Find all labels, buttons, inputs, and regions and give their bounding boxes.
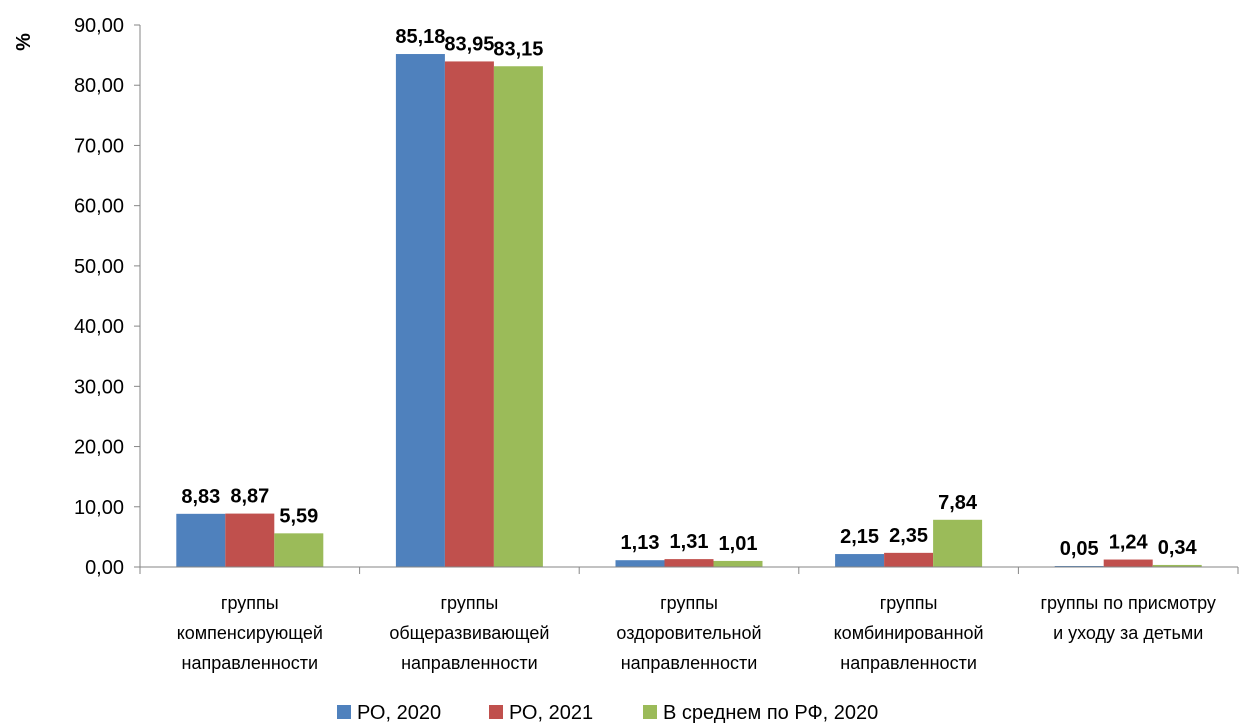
y-tick-label: 30,00 xyxy=(74,376,124,398)
y-tick-label: 20,00 xyxy=(74,437,124,459)
bar-1-1 xyxy=(176,513,226,567)
x-category-label-line: направленности xyxy=(182,653,319,673)
y-tick-label: 40,00 xyxy=(74,316,124,338)
data-label: 8,87 xyxy=(230,486,269,508)
data-label: 85,18 xyxy=(395,26,445,48)
bar-2-5 xyxy=(1103,559,1153,567)
data-label: 8,83 xyxy=(181,486,220,508)
data-label: 83,95 xyxy=(444,33,494,55)
x-category-label-line: группы xyxy=(880,593,938,613)
y-tick-label: 80,00 xyxy=(74,75,124,97)
x-category-label-line: оздоровительной xyxy=(616,623,761,643)
bar-2-3 xyxy=(664,559,714,567)
y-tick-label: 0,00 xyxy=(85,557,124,579)
bar-2-2 xyxy=(444,61,494,567)
bar-1-4 xyxy=(835,554,885,567)
bar-3-5 xyxy=(1152,564,1202,567)
bar-3-2 xyxy=(493,66,543,567)
legend-swatch-3 xyxy=(643,705,657,719)
bar-3-3 xyxy=(713,560,763,567)
legend-label-3: В среднем по РФ, 2020 xyxy=(663,702,878,724)
y-tick-label: 90,00 xyxy=(74,15,124,37)
x-category-label: группы компенсирующей направленности xyxy=(177,593,323,673)
legend-swatch-2 xyxy=(489,705,503,719)
x-category-label-line: компенсирующей xyxy=(177,623,323,643)
x-category-label: группы комбинированной направленности xyxy=(834,593,984,673)
y-tick-label: 60,00 xyxy=(74,196,124,218)
x-category-label-line: общеразвивающей xyxy=(389,623,549,643)
x-category-label-line: направленности xyxy=(840,653,977,673)
data-label: 1,24 xyxy=(1109,532,1149,554)
data-label: 2,15 xyxy=(840,526,879,548)
x-category-label-line: и уходу за детьми xyxy=(1053,623,1203,643)
legend-swatch-1 xyxy=(337,705,351,719)
bar-3-1 xyxy=(274,533,324,567)
data-label: 0,05 xyxy=(1060,538,1099,560)
data-label: 1,31 xyxy=(670,531,709,553)
data-label: 0,34 xyxy=(1158,537,1198,559)
data-label: 5,59 xyxy=(279,505,318,527)
x-category-label: группы по присмотру и уходу за детьми xyxy=(1040,593,1215,643)
x-category-label-line: группы xyxy=(440,593,498,613)
chart-legend: РО, 2020 РО, 2021 В среднем по РФ, 2020 xyxy=(337,702,878,724)
y-tick-label: 50,00 xyxy=(74,256,124,278)
x-category-label: группы оздоровительной направленности xyxy=(616,593,761,673)
y-axis-unit-label: % xyxy=(13,33,35,51)
y-tick-label: 70,00 xyxy=(74,135,124,157)
legend-label-2: РО, 2021 xyxy=(509,702,593,724)
x-category-label: группы общеразвивающей направленности xyxy=(389,593,549,673)
x-category-label-line: комбинированной xyxy=(834,623,984,643)
data-label: 1,13 xyxy=(621,532,660,554)
x-category-label-line: направленности xyxy=(401,653,538,673)
legend-label-1: РО, 2020 xyxy=(357,702,441,724)
data-label: 1,01 xyxy=(719,533,758,555)
y-tick-label: 10,00 xyxy=(74,497,124,519)
data-label: 83,15 xyxy=(493,38,543,60)
x-category-label-line: группы по присмотру xyxy=(1040,593,1215,613)
bar-2-1 xyxy=(225,513,275,567)
bar-2-4 xyxy=(884,552,934,567)
bar-1-3 xyxy=(615,560,665,567)
bar-3-4 xyxy=(933,519,983,567)
bar-1-2 xyxy=(395,54,445,568)
x-category-label-line: направленности xyxy=(621,653,758,673)
plot-area: % 0,00 10,00 20,00 30,00 40,00 50,00 60,00 70,00… xyxy=(13,15,1239,673)
x-category-label-line: группы xyxy=(660,593,718,613)
data-label: 7,84 xyxy=(938,492,978,514)
data-label: 2,35 xyxy=(889,525,928,547)
x-category-label-line: группы xyxy=(221,593,279,613)
